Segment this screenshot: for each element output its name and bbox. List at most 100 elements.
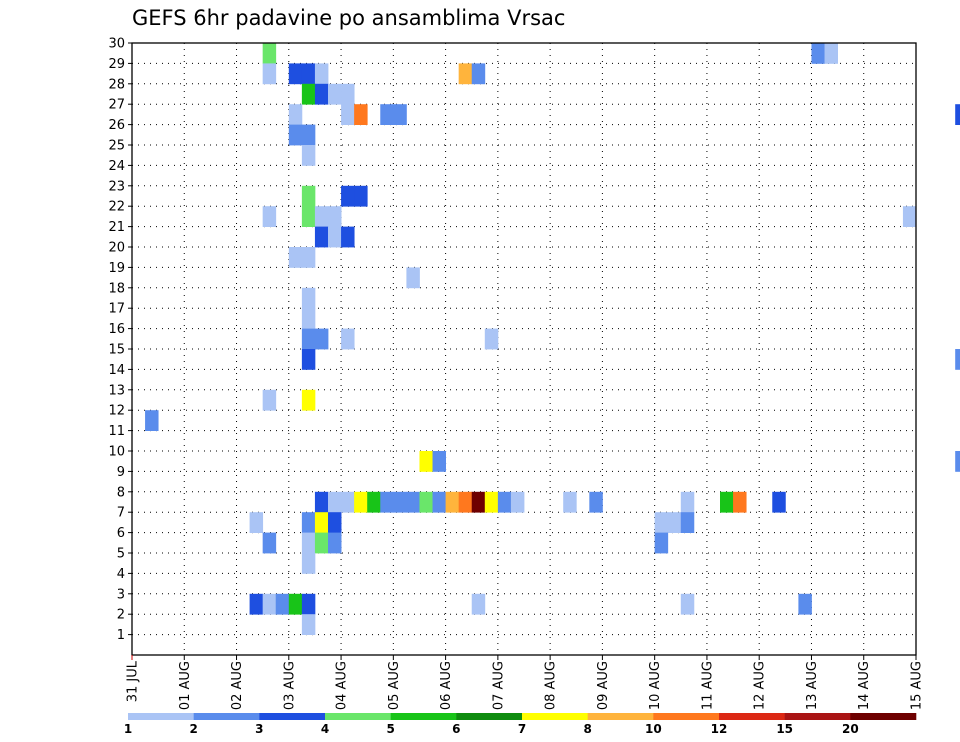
- x-tick-label: 03 AUG: [282, 661, 297, 710]
- colorbar: 1 2 3 4 5 6 7 8 10 12 15 20: [124, 713, 917, 736]
- heatmap-cell: [824, 43, 838, 64]
- y-tick-label: 28: [108, 77, 125, 92]
- heatmap-cell: [589, 491, 603, 513]
- heatmap-cell: [314, 328, 329, 350]
- x-tick-label: 01 AUG: [178, 661, 193, 710]
- heatmap-cell: [471, 63, 486, 85]
- heatmap-cell: [563, 491, 577, 513]
- colorbar-label: 3: [255, 722, 263, 736]
- heatmap-cell: [419, 491, 433, 513]
- y-tick-label: 23: [108, 179, 125, 194]
- heatmap-cell: [680, 593, 695, 615]
- heatmap-cell: [301, 145, 316, 166]
- x-tick-label: 13 AUG: [805, 661, 820, 710]
- x-tick-label: 10 AUG: [648, 661, 663, 710]
- heatmap-cell: [458, 63, 473, 85]
- heatmap-cell: [811, 43, 825, 64]
- x-axis-ticks: 31 JUL 01 AUG 02 AUG 03 AUG 04 AUG 05 AUG 06 A…: [126, 655, 925, 710]
- heatmap-cell: [328, 206, 342, 227]
- grid-lines: [132, 43, 916, 655]
- heatmap-cell: [680, 512, 695, 533]
- y-tick-label: 13: [108, 383, 125, 398]
- y-tick-label: 11: [108, 424, 125, 439]
- x-tick-label: 02 AUG: [230, 661, 245, 710]
- colorbar-label: 10: [645, 722, 662, 736]
- y-tick-label: 24: [108, 159, 125, 174]
- heatmap-cell: [288, 124, 303, 146]
- heatmap-cell: [354, 491, 368, 513]
- heatmap-cell: [484, 328, 499, 350]
- heatmap-cell: [354, 185, 368, 207]
- colorbar-swatch: [653, 713, 720, 720]
- colorbar-label: 15: [776, 722, 793, 736]
- heatmap-cell: [341, 104, 355, 125]
- heatmap-cell: [249, 593, 264, 615]
- heatmap-cell: [955, 451, 960, 472]
- heatmap-cell: [328, 83, 342, 105]
- y-tick-label: 9: [117, 465, 125, 480]
- heatmap-cell: [314, 206, 329, 227]
- x-tick-label: 05 AUG: [387, 661, 402, 710]
- heatmap-cell: [262, 389, 277, 411]
- heatmap-cell: [314, 83, 329, 105]
- heatmap-cell: [432, 451, 446, 472]
- colorbar-label: 4: [321, 722, 329, 736]
- heatmap-cell: [445, 491, 460, 513]
- x-tick-label: 11 AUG: [700, 661, 715, 710]
- heatmap-cell: [262, 63, 277, 85]
- heatmap-cell: [301, 124, 316, 146]
- heatmap-cell: [262, 532, 277, 554]
- heatmap-cell: [497, 491, 512, 513]
- colorbar-label: 2: [189, 722, 197, 736]
- heatmap-cell: [484, 491, 499, 513]
- colorbar-label: 20: [842, 722, 859, 736]
- y-tick-label: 16: [108, 322, 125, 337]
- x-tick-label: 04 AUG: [335, 661, 350, 710]
- colorbar-label: 12: [711, 722, 728, 736]
- y-tick-label: 6: [117, 526, 125, 541]
- heatmap-cell: [288, 63, 303, 85]
- heatmap-cell: [262, 206, 277, 227]
- heatmap-cell: [275, 593, 290, 615]
- y-tick-label: 1: [117, 628, 125, 643]
- heatmap-cell: [328, 491, 342, 513]
- heatmap-cell: [458, 491, 473, 513]
- heatmap-cell: [798, 593, 812, 615]
- heatmap-cell: [249, 512, 264, 533]
- heatmap-cell: [341, 328, 355, 350]
- y-tick-label: 30: [108, 37, 125, 52]
- heatmap-cell: [680, 491, 695, 513]
- colorbar-swatch: [719, 713, 785, 720]
- heatmap-cell: [510, 491, 525, 513]
- heatmap-cell: [314, 532, 329, 554]
- heatmap-cell: [955, 349, 960, 370]
- x-tick-label: 12 AUG: [753, 661, 768, 710]
- y-tick-label: 7: [117, 506, 125, 521]
- heatmap-cell: [301, 349, 316, 370]
- y-tick-label: 17: [108, 302, 125, 317]
- heatmap-cell: [367, 491, 381, 513]
- y-tick-label: 19: [108, 261, 125, 276]
- heatmap-cell: [301, 185, 316, 207]
- heatmap-cell: [393, 104, 407, 125]
- heatmap-cell: [301, 553, 316, 574]
- colorbar-swatch: [128, 713, 194, 720]
- y-tick-label: 8: [117, 485, 125, 500]
- y-tick-label: 20: [108, 241, 125, 256]
- heatmap-cell: [262, 43, 277, 64]
- y-tick-label: 26: [108, 118, 125, 133]
- heatmap-cell: [314, 491, 329, 513]
- y-tick-label: 10: [108, 445, 125, 460]
- heatmap-cell: [145, 410, 159, 431]
- colorbar-swatch: [784, 713, 851, 720]
- heatmap-cell: [301, 593, 316, 615]
- x-tick-label: 09 AUG: [596, 661, 611, 710]
- x-tick-label: 08 AUG: [544, 661, 559, 710]
- heatmap-cell: [667, 512, 682, 533]
- heatmap-cell: [341, 491, 355, 513]
- x-tick-label: 14 AUG: [857, 661, 872, 710]
- y-tick-label: 5: [117, 547, 125, 562]
- heatmap-cell: [314, 63, 329, 85]
- colorbar-swatch: [390, 713, 457, 720]
